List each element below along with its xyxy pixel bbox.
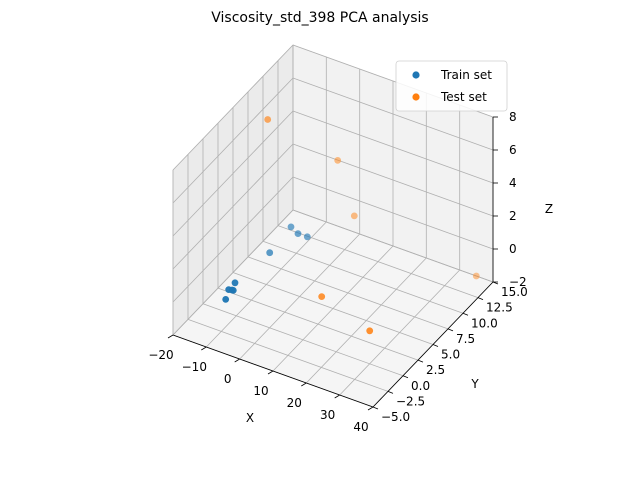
y-tick bbox=[402, 375, 409, 379]
z-tick-label: 6 bbox=[509, 143, 517, 157]
z-tick-label: 0 bbox=[509, 242, 517, 256]
train-set-point bbox=[222, 296, 230, 303]
y-tick-label: 10.0 bbox=[471, 316, 498, 330]
z-tick-label: 4 bbox=[509, 176, 517, 190]
train-set-point bbox=[225, 286, 233, 293]
legend-marker bbox=[412, 93, 420, 101]
x-tick-label: −20 bbox=[148, 348, 173, 362]
scatter-points bbox=[222, 116, 480, 335]
test-set-point bbox=[366, 327, 374, 335]
z-gridline bbox=[292, 110, 494, 184]
tick-labels: −20−10010203040−5.0−2.50.02.55.07.510.01… bbox=[148, 110, 527, 434]
z-gridline bbox=[292, 77, 494, 151]
x-tick bbox=[334, 394, 340, 399]
test-set-point bbox=[318, 293, 326, 300]
z-gridline bbox=[172, 44, 294, 171]
x-tick bbox=[301, 382, 307, 387]
y-tick bbox=[477, 297, 484, 300]
x-tick-label: 10 bbox=[253, 384, 268, 398]
x-tick-label: 30 bbox=[320, 408, 335, 422]
chart-title: Viscosity_std_398 PCA analysis bbox=[211, 10, 428, 26]
y-gridline bbox=[277, 225, 479, 298]
z-gridline bbox=[172, 143, 294, 270]
train-set-point bbox=[287, 223, 295, 231]
x-tick bbox=[167, 334, 174, 339]
test-set-point bbox=[472, 272, 480, 280]
x-tick bbox=[367, 406, 374, 411]
y-tick-label: 15.0 bbox=[501, 285, 528, 299]
legend: Train set Test set bbox=[395, 60, 508, 112]
y-tick bbox=[387, 391, 394, 394]
y-tick bbox=[372, 406, 379, 410]
legend-marker bbox=[412, 71, 420, 79]
z-gridline bbox=[172, 209, 294, 336]
y-tick-label: 2.5 bbox=[426, 363, 445, 377]
x-axis-label: X bbox=[246, 411, 254, 425]
y-tick-label: −5.0 bbox=[381, 410, 410, 424]
test-set-point bbox=[350, 212, 358, 220]
x-tick bbox=[267, 370, 274, 375]
train-set-point bbox=[294, 230, 302, 238]
train-set-point bbox=[231, 279, 239, 287]
y-tick bbox=[417, 359, 424, 363]
x-tick-label: 0 bbox=[224, 372, 232, 386]
y-tick-label: 12.5 bbox=[486, 301, 513, 315]
train-set-point bbox=[266, 249, 274, 257]
z-tick-label: 2 bbox=[509, 209, 517, 223]
x-tick-label: −10 bbox=[182, 360, 207, 374]
legend-label: Train set bbox=[440, 68, 492, 82]
y-gridline bbox=[247, 256, 449, 330]
y-tick bbox=[462, 312, 469, 316]
y-gridline bbox=[232, 272, 434, 345]
test-set-point bbox=[264, 116, 272, 123]
x-tick-label: 40 bbox=[353, 420, 368, 434]
y-tick-label: 7.5 bbox=[456, 332, 475, 346]
z-tick-label: −2 bbox=[509, 275, 527, 289]
z-gridline bbox=[172, 176, 294, 303]
y-tick-label: −2.5 bbox=[396, 394, 425, 408]
y-gridline bbox=[217, 287, 419, 361]
y-tick bbox=[432, 344, 439, 347]
x-tick bbox=[201, 346, 207, 351]
legend-frame bbox=[395, 60, 508, 112]
z-gridline bbox=[292, 143, 494, 217]
z-gridline bbox=[172, 110, 294, 237]
legend-label: Test set bbox=[440, 90, 487, 104]
train-set-point bbox=[303, 233, 311, 241]
grid-lines bbox=[172, 44, 494, 408]
y-tick-label: 0.0 bbox=[411, 379, 430, 393]
y-tick bbox=[447, 328, 454, 332]
y-gridline bbox=[187, 319, 389, 392]
y-gridline bbox=[262, 240, 464, 314]
y-axis-label: Y bbox=[470, 377, 479, 391]
z-gridline bbox=[292, 176, 494, 250]
x-tick bbox=[234, 358, 240, 363]
x-tick-label: 20 bbox=[287, 396, 302, 410]
y-tick-label: 5.0 bbox=[441, 348, 460, 362]
z-gridline bbox=[172, 77, 294, 204]
test-set-point bbox=[334, 157, 342, 164]
z-tick-label: 8 bbox=[509, 110, 517, 124]
z-axis-label: Z bbox=[545, 202, 553, 216]
y-gridline bbox=[202, 303, 404, 377]
z-gridline bbox=[292, 209, 494, 283]
